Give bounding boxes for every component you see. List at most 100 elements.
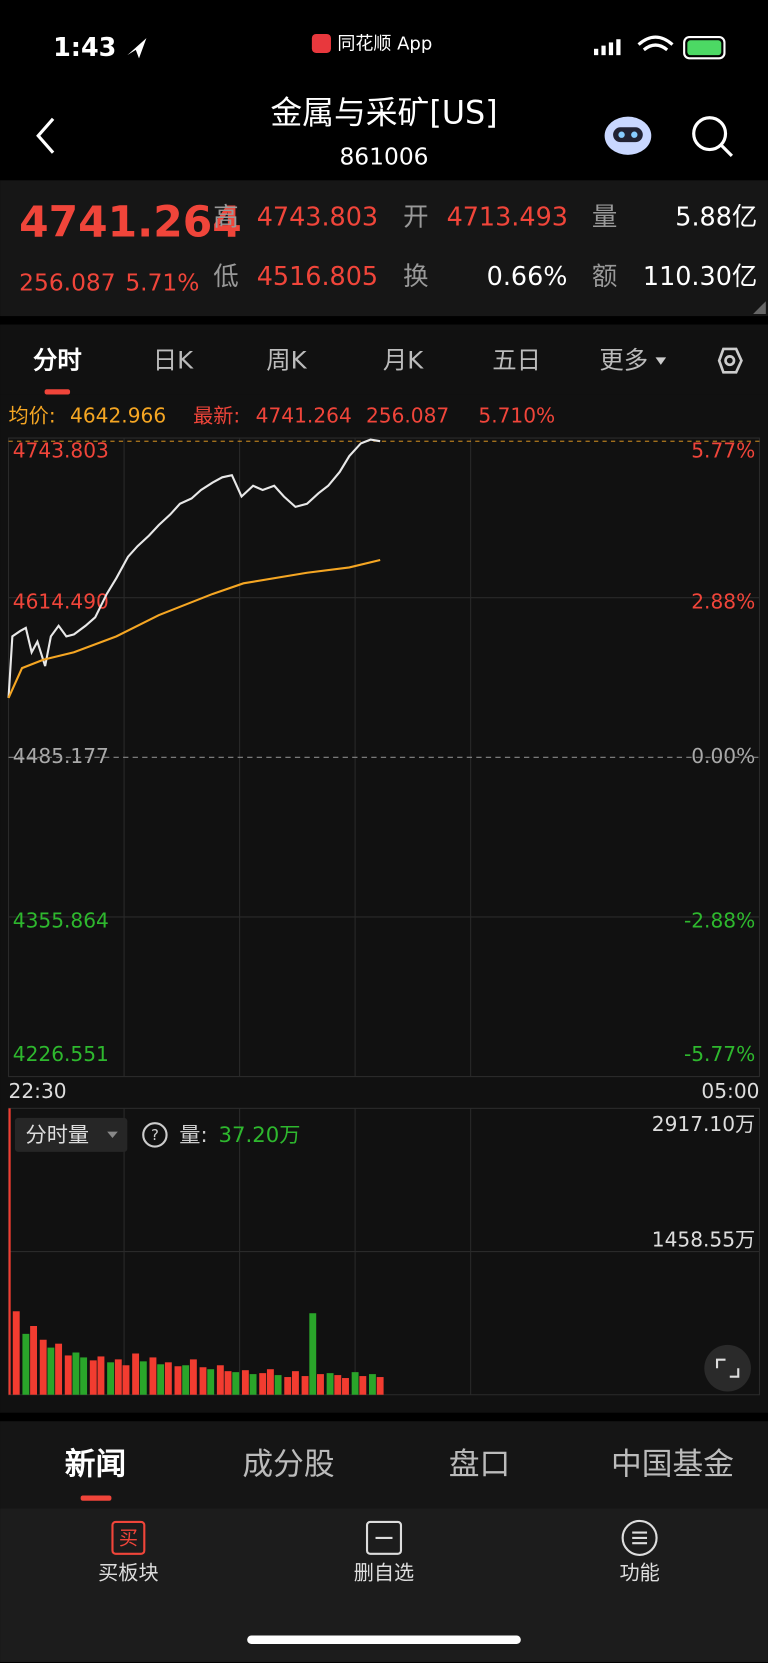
price-change: 256.087 bbox=[19, 269, 115, 297]
help-icon[interactable] bbox=[142, 1122, 168, 1148]
last-price: 4741.264 bbox=[19, 198, 242, 247]
volume-bar bbox=[291, 1371, 299, 1395]
volume-bar bbox=[359, 1376, 367, 1395]
settings-button[interactable] bbox=[717, 347, 743, 374]
volume-bar bbox=[309, 1313, 317, 1395]
volume-bar bbox=[351, 1372, 359, 1395]
assistant-icon[interactable] bbox=[604, 116, 652, 155]
volume-bar bbox=[182, 1365, 190, 1395]
chart-tab[interactable]: 五日 bbox=[492, 346, 541, 375]
section-tab[interactable]: 新闻 bbox=[65, 1446, 127, 1482]
app-icon bbox=[311, 33, 331, 54]
search-button[interactable] bbox=[692, 116, 734, 158]
volume-bar bbox=[8, 1108, 11, 1395]
volume-bar bbox=[232, 1372, 240, 1395]
volume-bar bbox=[72, 1352, 80, 1395]
toolbar-label[interactable]: 删自选 bbox=[354, 1560, 414, 1584]
volume-bar bbox=[97, 1356, 105, 1395]
open-label: 开 bbox=[403, 202, 428, 232]
volume-bar bbox=[199, 1367, 207, 1395]
volume-bar bbox=[334, 1375, 342, 1395]
volume-bar bbox=[107, 1362, 115, 1395]
volume-bar bbox=[376, 1377, 384, 1395]
function-icon[interactable] bbox=[621, 1519, 658, 1556]
volume-bar bbox=[284, 1377, 292, 1395]
volume-bar bbox=[174, 1366, 182, 1395]
fullscreen-button[interactable] bbox=[704, 1344, 751, 1392]
amount-value: 110.30亿 bbox=[643, 262, 757, 292]
selector-arrow bbox=[107, 1131, 118, 1139]
open-value: 4713.493 bbox=[447, 202, 568, 232]
y-tick-label: 2917.10万 bbox=[652, 1112, 755, 1136]
low-value: 4516.805 bbox=[257, 262, 378, 292]
volume-bar bbox=[64, 1355, 72, 1395]
home-indicator bbox=[247, 1635, 521, 1644]
volume-now-label: 量: bbox=[179, 1123, 207, 1148]
remove-icon[interactable] bbox=[365, 1520, 403, 1555]
volume-bar bbox=[266, 1369, 274, 1395]
y-tick-label: 4743.803 bbox=[13, 438, 109, 462]
y2-tick-label: -2.88% bbox=[684, 908, 755, 932]
volume-bar bbox=[189, 1359, 197, 1395]
buy-icon: 买 bbox=[119, 1526, 138, 1549]
volume-bar bbox=[207, 1369, 215, 1395]
y2-tick-label: -5.77% bbox=[684, 1042, 755, 1066]
volume-bar bbox=[149, 1357, 157, 1395]
chart-tab[interactable]: 更多 bbox=[599, 346, 648, 375]
amount-label: 额 bbox=[592, 262, 617, 292]
y-tick-label: 4614.490 bbox=[13, 589, 109, 613]
section-tab[interactable]: 中国基金 bbox=[611, 1446, 734, 1482]
volume-bar bbox=[22, 1333, 30, 1395]
section-indicator bbox=[80, 1495, 112, 1501]
latest-change-pct: 5.710% bbox=[478, 403, 555, 427]
signal-icon bbox=[594, 39, 621, 56]
chart-tab[interactable]: 日K bbox=[153, 346, 194, 375]
volume-bar bbox=[224, 1371, 232, 1395]
x-tick-label: 22:30 bbox=[9, 1079, 67, 1103]
volume-bar bbox=[132, 1353, 140, 1395]
section-tab[interactable]: 成分股 bbox=[242, 1446, 334, 1482]
volume-bar bbox=[139, 1361, 147, 1395]
volume-bar bbox=[80, 1357, 88, 1395]
more-arrow bbox=[655, 357, 667, 365]
buy-icon-frame[interactable] bbox=[111, 1520, 146, 1555]
price-change-pct: 5.71% bbox=[125, 269, 199, 297]
volume-bar bbox=[241, 1370, 249, 1395]
latest-value: 4741.264 bbox=[256, 403, 352, 427]
chart-tab[interactable]: 分时 bbox=[33, 346, 82, 375]
volume-label: 量 bbox=[592, 202, 617, 232]
chart-tab[interactable]: 月K bbox=[383, 346, 424, 375]
turnover-label: 换 bbox=[403, 262, 428, 292]
high-value: 4743.803 bbox=[257, 202, 378, 232]
help-mark: ? bbox=[151, 1127, 159, 1144]
header-title: 金属与采矿[US] bbox=[270, 94, 497, 132]
price-line bbox=[7, 438, 381, 698]
volume-selector[interactable] bbox=[14, 1117, 128, 1152]
high-label: 高 bbox=[213, 202, 238, 232]
toolbar-label[interactable]: 功能 bbox=[619, 1560, 659, 1584]
volume-bar bbox=[317, 1374, 324, 1395]
volume-bar bbox=[216, 1365, 224, 1395]
volume-bar bbox=[157, 1364, 165, 1395]
chart-tab[interactable]: 周K bbox=[266, 346, 307, 375]
section-tab-bar bbox=[0, 1421, 768, 1509]
y2-tick-label: 5.77% bbox=[691, 438, 755, 462]
turnover-value: 0.66% bbox=[487, 262, 568, 292]
latest-change: 256.087 bbox=[366, 403, 449, 427]
corner-mark bbox=[753, 301, 766, 314]
back-button[interactable] bbox=[36, 117, 55, 154]
status-app: 同花顺 App bbox=[337, 34, 432, 55]
y-tick-label: 4226.551 bbox=[13, 1042, 109, 1066]
volume-bar bbox=[301, 1376, 309, 1395]
toolbar-label[interactable]: 买板块 bbox=[98, 1560, 158, 1584]
price-line bbox=[7, 558, 381, 699]
x-tick-label: 05:00 bbox=[701, 1079, 759, 1103]
y-tick-label: 4485.177 bbox=[13, 744, 109, 768]
y2-tick-label: 2.88% bbox=[691, 590, 755, 614]
volume-bar bbox=[249, 1374, 257, 1395]
tab-indicator bbox=[44, 389, 71, 395]
section-tab[interactable]: 盘口 bbox=[449, 1446, 511, 1482]
settings-hole bbox=[724, 355, 736, 367]
volume-bar bbox=[369, 1374, 376, 1395]
